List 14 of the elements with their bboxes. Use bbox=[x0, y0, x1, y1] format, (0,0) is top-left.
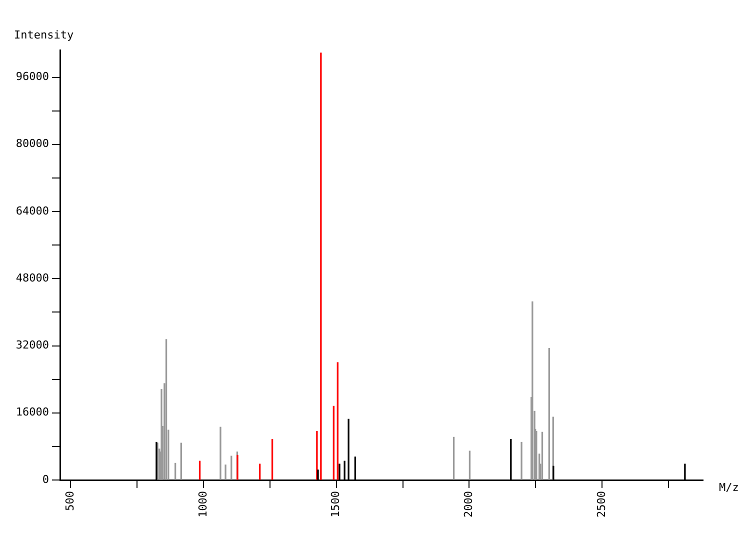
x-axis-title: M/z bbox=[719, 480, 739, 494]
y-tick-label: 48000 bbox=[16, 271, 49, 284]
x-tick-label: 1500 bbox=[329, 491, 342, 518]
x-tick-label: 500 bbox=[63, 491, 76, 511]
y-axis-title: Intensity bbox=[14, 28, 74, 42]
y-tick-label: 32000 bbox=[16, 338, 49, 352]
y-tick-label: 64000 bbox=[16, 204, 49, 218]
y-tick-label: 80000 bbox=[16, 137, 49, 150]
y-tick-label: 0 bbox=[42, 472, 49, 486]
y-tick-label: 16000 bbox=[16, 406, 49, 419]
x-tick-label: 2000 bbox=[462, 491, 476, 518]
x-tick-label: 2500 bbox=[594, 491, 608, 518]
x-tick-label: 1000 bbox=[196, 491, 210, 518]
y-tick-label: 96000 bbox=[16, 70, 49, 84]
